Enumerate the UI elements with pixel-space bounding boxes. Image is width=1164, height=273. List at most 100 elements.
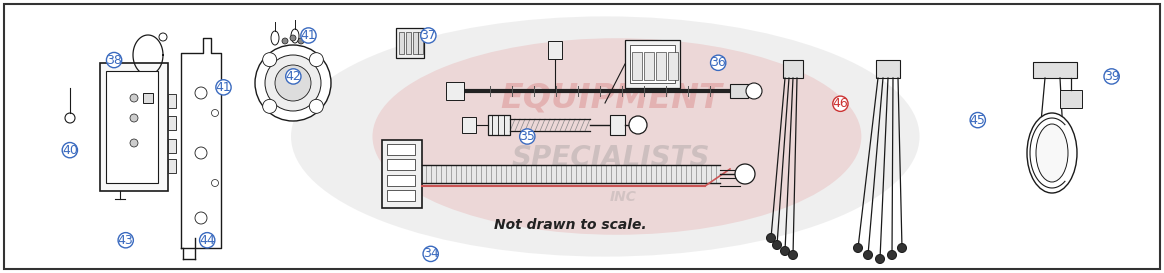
- Circle shape: [263, 99, 277, 113]
- Bar: [625, 40, 680, 88]
- Circle shape: [196, 147, 207, 159]
- Bar: [396, 28, 424, 58]
- Bar: [783, 60, 803, 78]
- Bar: [386, 144, 416, 155]
- Circle shape: [887, 251, 896, 260]
- Circle shape: [832, 96, 849, 111]
- Bar: [100, 63, 168, 191]
- Ellipse shape: [372, 38, 861, 235]
- Circle shape: [65, 113, 74, 123]
- Bar: [630, 45, 675, 83]
- Text: 43: 43: [118, 234, 134, 247]
- Text: 46: 46: [832, 97, 849, 110]
- Bar: [168, 116, 176, 130]
- Circle shape: [130, 94, 139, 102]
- Bar: [488, 115, 510, 135]
- Bar: [446, 82, 464, 100]
- Bar: [406, 32, 411, 54]
- Circle shape: [875, 254, 885, 263]
- Text: 44: 44: [199, 234, 215, 247]
- Text: 35: 35: [519, 130, 535, 143]
- Bar: [656, 52, 666, 80]
- Circle shape: [710, 55, 726, 70]
- Circle shape: [196, 212, 207, 224]
- Circle shape: [275, 65, 311, 101]
- Bar: [644, 52, 654, 80]
- Bar: [106, 71, 158, 183]
- Bar: [382, 140, 423, 208]
- Circle shape: [255, 45, 331, 121]
- Circle shape: [853, 244, 863, 253]
- Circle shape: [788, 251, 797, 260]
- Bar: [548, 41, 562, 59]
- Circle shape: [298, 38, 304, 44]
- Bar: [423, 165, 721, 183]
- Circle shape: [215, 80, 232, 95]
- Circle shape: [519, 129, 535, 144]
- Ellipse shape: [1036, 124, 1069, 182]
- Ellipse shape: [291, 16, 920, 257]
- Bar: [386, 175, 416, 186]
- Circle shape: [62, 143, 78, 158]
- Circle shape: [897, 244, 907, 253]
- Circle shape: [300, 28, 317, 43]
- Circle shape: [970, 112, 986, 128]
- Circle shape: [1103, 69, 1120, 84]
- Bar: [399, 32, 404, 54]
- Circle shape: [629, 116, 647, 134]
- Circle shape: [310, 53, 324, 67]
- Circle shape: [130, 139, 139, 147]
- Text: EQUIPMENT: EQUIPMENT: [501, 82, 722, 115]
- Circle shape: [212, 180, 219, 186]
- Circle shape: [285, 69, 301, 84]
- Text: 41: 41: [215, 81, 232, 94]
- Text: 37: 37: [420, 29, 436, 42]
- Bar: [386, 190, 416, 201]
- Circle shape: [130, 114, 139, 122]
- Circle shape: [199, 233, 215, 248]
- Bar: [413, 32, 418, 54]
- Ellipse shape: [1027, 113, 1077, 193]
- Circle shape: [746, 83, 762, 99]
- Text: 42: 42: [285, 70, 301, 83]
- Text: INC: INC: [609, 189, 637, 204]
- Bar: [168, 139, 176, 153]
- Bar: [632, 52, 643, 80]
- Text: 34: 34: [423, 247, 439, 260]
- Circle shape: [212, 109, 219, 117]
- Bar: [668, 52, 677, 80]
- Text: Not drawn to scale.: Not drawn to scale.: [494, 218, 647, 232]
- Text: SPECIALISTS: SPECIALISTS: [512, 144, 710, 172]
- Circle shape: [159, 33, 166, 41]
- Circle shape: [420, 28, 436, 43]
- Bar: [462, 117, 476, 133]
- Circle shape: [767, 233, 775, 242]
- Text: 40: 40: [62, 144, 78, 157]
- Bar: [418, 32, 423, 54]
- Circle shape: [290, 35, 296, 41]
- Text: 36: 36: [710, 56, 726, 69]
- Bar: [1032, 62, 1077, 78]
- Text: 39: 39: [1103, 70, 1120, 83]
- Bar: [143, 93, 152, 103]
- Circle shape: [773, 241, 781, 250]
- Bar: [610, 115, 625, 135]
- Bar: [168, 94, 176, 108]
- Circle shape: [781, 247, 789, 256]
- Circle shape: [118, 233, 134, 248]
- Circle shape: [265, 55, 321, 111]
- Circle shape: [282, 38, 288, 44]
- Circle shape: [423, 246, 439, 262]
- Text: 45: 45: [970, 114, 986, 127]
- Text: 38: 38: [106, 54, 122, 67]
- Circle shape: [310, 99, 324, 113]
- Circle shape: [263, 53, 277, 67]
- Ellipse shape: [271, 31, 279, 45]
- Bar: [1060, 90, 1083, 108]
- Text: 41: 41: [300, 29, 317, 42]
- Bar: [730, 84, 748, 98]
- Circle shape: [864, 251, 873, 260]
- Bar: [386, 159, 416, 170]
- Bar: [168, 159, 176, 173]
- Circle shape: [196, 87, 207, 99]
